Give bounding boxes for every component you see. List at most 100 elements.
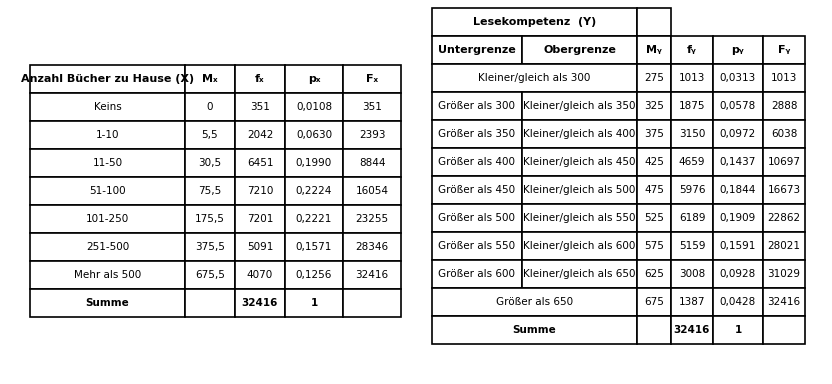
Bar [30,65,185,93]
Text: Lesekompetenz  (Y): Lesekompetenz (Y) [473,17,596,27]
Text: Untergrenze: Untergrenze [438,45,516,55]
Bar [671,288,713,316]
Text: Kleiner/gleich als 450: Kleiner/gleich als 450 [523,157,636,167]
Text: 1: 1 [310,298,318,308]
Bar [671,260,713,288]
Bar [763,204,805,232]
Bar [763,92,805,120]
Bar [285,121,343,149]
Text: Summe: Summe [86,298,129,308]
Text: 0,1437: 0,1437 [720,157,756,167]
Text: 375,5: 375,5 [195,242,225,252]
Bar [185,205,235,233]
Bar [637,260,671,288]
Text: 32416: 32416 [767,297,800,307]
Text: Größer als 400: Größer als 400 [438,157,516,167]
Bar [763,148,805,176]
Bar [671,120,713,148]
Bar [713,148,763,176]
Bar [343,261,401,289]
Bar [637,64,671,92]
Bar [713,36,763,64]
Bar [235,93,285,121]
Bar [522,176,637,204]
Text: 0,0108: 0,0108 [296,102,332,112]
Bar [30,289,185,317]
Text: Mₓ: Mₓ [202,74,218,84]
Text: 11-50: 11-50 [92,158,122,168]
Bar [432,36,522,64]
Bar [763,36,805,64]
Text: pᵧ: pᵧ [731,45,745,55]
Bar [713,232,763,260]
Text: 4070: 4070 [247,270,273,280]
Text: 4659: 4659 [679,157,706,167]
Bar [713,92,763,120]
Bar [30,177,185,205]
Bar [637,316,671,344]
Text: 351: 351 [250,102,270,112]
Bar [235,177,285,205]
Text: 425: 425 [644,157,664,167]
Text: Größer als 650: Größer als 650 [496,297,573,307]
Text: 0,0630: 0,0630 [296,130,332,140]
Bar [343,177,401,205]
Text: Keins: Keins [94,102,121,112]
Text: Kleiner/gleich als 400: Kleiner/gleich als 400 [523,129,636,139]
Text: 575: 575 [644,241,664,251]
Bar [763,316,805,344]
Text: 5,5: 5,5 [201,130,218,140]
Bar [763,260,805,288]
Text: 0,1571: 0,1571 [296,242,332,252]
Bar [30,149,185,177]
Bar [432,232,522,260]
Bar [285,289,343,317]
Text: 0,0313: 0,0313 [720,73,756,83]
Text: 22862: 22862 [767,213,800,223]
Text: 0: 0 [206,102,213,112]
Text: Fᵧ: Fᵧ [778,45,790,55]
Bar [522,232,637,260]
Text: 30,5: 30,5 [199,158,221,168]
Bar [285,261,343,289]
Text: 1013: 1013 [679,73,706,83]
Text: 0,1591: 0,1591 [720,241,756,251]
Bar [763,232,805,260]
Bar [343,149,401,177]
Text: 0,1909: 0,1909 [720,213,756,223]
Text: 0,1256: 0,1256 [296,270,332,280]
Bar [285,233,343,261]
Bar [185,121,235,149]
Text: 0,2224: 0,2224 [296,186,332,196]
Text: 28021: 28021 [767,241,800,251]
Bar [235,121,285,149]
Text: 175,5: 175,5 [195,214,225,224]
Text: Größer als 550: Größer als 550 [438,241,516,251]
Bar [637,120,671,148]
Text: Kleiner/gleich als 300: Kleiner/gleich als 300 [478,73,591,83]
Text: 0,0928: 0,0928 [720,269,756,279]
Bar [235,205,285,233]
Bar [432,260,522,288]
Bar [763,64,805,92]
Bar [671,232,713,260]
Bar [637,232,671,260]
Text: 32416: 32416 [355,270,389,280]
Text: 6451: 6451 [247,158,273,168]
Bar [185,149,235,177]
Bar [285,93,343,121]
Bar [713,204,763,232]
Bar [713,288,763,316]
Text: 10697: 10697 [767,157,800,167]
Text: 16054: 16054 [355,186,389,196]
Bar [713,176,763,204]
Bar [432,8,637,36]
Bar [522,36,637,64]
Bar [30,261,185,289]
Text: 31029: 31029 [767,269,800,279]
Text: Mᵧ: Mᵧ [646,45,662,55]
Bar [285,149,343,177]
Text: 1013: 1013 [770,73,797,83]
Text: 0,2221: 0,2221 [296,214,332,224]
Text: 1: 1 [735,325,741,335]
